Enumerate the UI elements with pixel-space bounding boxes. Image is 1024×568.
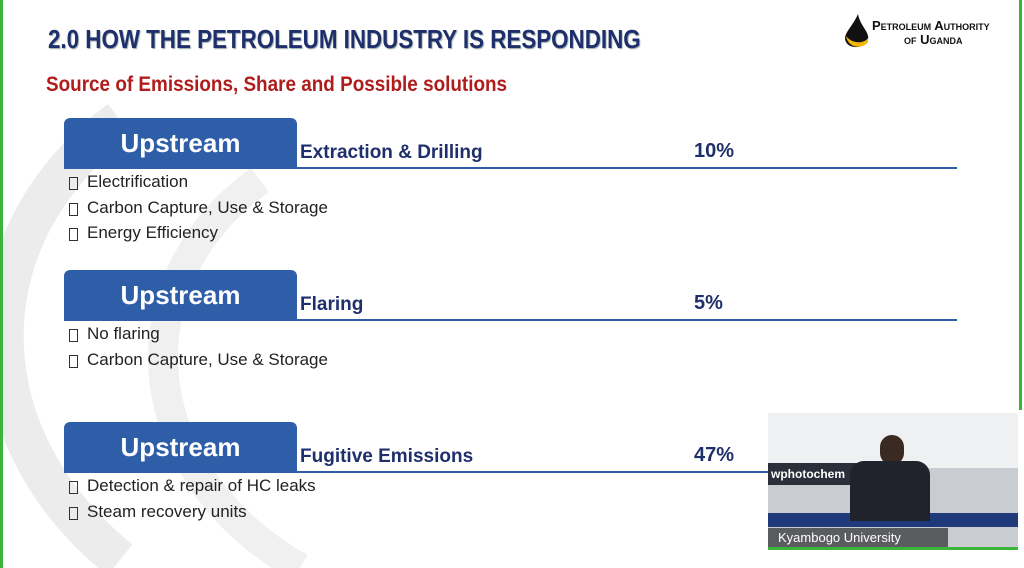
solution-item: Detection & repair of HC leaks — [87, 476, 316, 495]
bullet — [69, 354, 78, 368]
section-rule — [64, 167, 957, 169]
bullet — [69, 481, 78, 494]
video-tile: wphotochem Kyambogo University — [768, 413, 1018, 550]
solution-item: Carbon Capture, Use & Storage — [87, 349, 328, 369]
emission-source: Flaring — [300, 294, 364, 315]
emission-share: 5% — [694, 292, 723, 314]
bullet — [69, 202, 78, 216]
slide-subtitle: Source of Emissions, Share and Possible … — [46, 73, 508, 96]
section-tab: Upstream — [64, 270, 297, 320]
bullet — [69, 177, 78, 190]
bullet — [69, 329, 78, 342]
section-rule — [64, 319, 957, 321]
section-tab: Upstream — [64, 118, 297, 168]
logo-text: Petroleum Authority — [872, 18, 990, 33]
emission-share: 10% — [694, 140, 735, 162]
emission-share: 47% — [694, 444, 735, 466]
video-banner: wphotochem — [768, 463, 861, 485]
bullet — [69, 506, 78, 520]
solution-item: Electrification — [87, 172, 189, 191]
solution-item: Energy Efficiency — [87, 223, 219, 242]
emission-source: Extraction & Drilling — [300, 142, 483, 163]
emission-source: Fugitive Emissions — [300, 446, 474, 467]
section-rule — [64, 471, 957, 473]
section-tab: Upstream — [64, 422, 297, 472]
slide-title: 2.0 HOW THE PETROLEUM INDUSTRY IS RESPON… — [48, 24, 641, 54]
solution-item: No flaring — [87, 324, 160, 343]
solution-item: Steam recovery units — [87, 501, 247, 521]
solution-item: Carbon Capture, Use & Storage — [87, 197, 328, 217]
participant-name: Kyambogo University — [768, 528, 948, 548]
bullet — [69, 228, 78, 241]
logo-text: of Uganda — [904, 32, 963, 47]
